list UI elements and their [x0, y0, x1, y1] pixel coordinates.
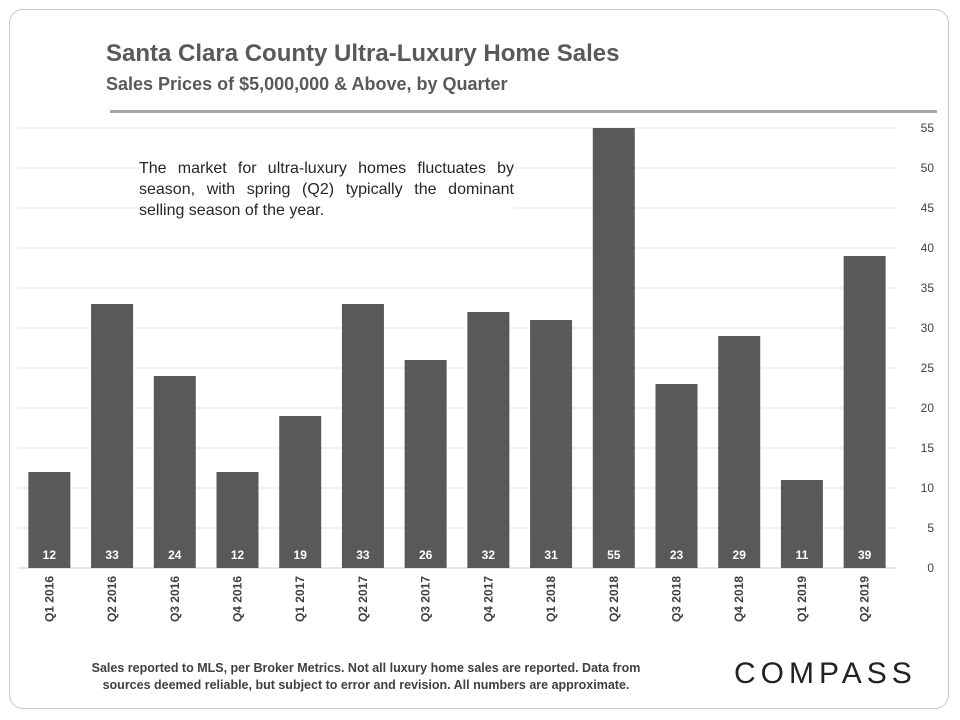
bar	[153, 376, 196, 568]
title-divider	[110, 110, 937, 113]
footnote-line-2: sources deemed reliable, but subject to …	[102, 678, 630, 692]
bar	[91, 304, 134, 568]
x-tick-label: Q2 2017	[356, 576, 370, 622]
y-tick-label: 25	[921, 361, 935, 375]
x-tick-label: Q4 2018	[732, 576, 746, 622]
bar-value-label: 23	[670, 548, 684, 562]
chart-subtitle: Sales Prices of $5,000,000 & Above, by Q…	[106, 74, 508, 94]
bar-value-label: 26	[419, 548, 433, 562]
bar	[530, 320, 573, 568]
x-tick-label: Q3 2016	[168, 576, 182, 622]
bar-value-label: 12	[231, 548, 245, 562]
bar	[404, 360, 447, 568]
footnote-line-1: Sales reported to MLS, per Broker Metric…	[91, 661, 641, 675]
x-tick-label: Q1 2018	[544, 576, 558, 622]
bar	[780, 480, 823, 568]
x-tick-label: Q1 2019	[795, 576, 809, 622]
y-tick-label: 35	[921, 281, 935, 295]
bar-value-label: 31	[544, 548, 558, 562]
bar-value-label: 33	[356, 548, 370, 562]
x-tick-label: Q1 2017	[293, 576, 307, 622]
bar	[341, 304, 384, 568]
compass-logo: COMPASS	[734, 657, 917, 690]
y-tick-label: 50	[921, 161, 935, 175]
source-footnote: Sales reported to MLS, per Broker Metric…	[66, 660, 666, 694]
bar	[655, 384, 698, 568]
bar	[28, 472, 71, 568]
bar-value-label: 33	[105, 548, 119, 562]
bar	[467, 312, 510, 568]
bar-value-label: 19	[294, 548, 308, 562]
x-tick-label: Q4 2017	[481, 576, 495, 622]
bar-value-label: 55	[607, 548, 621, 562]
chart-title: Santa Clara County Ultra-Luxury Home Sal…	[106, 40, 620, 67]
x-tick-label: Q2 2019	[858, 576, 872, 622]
bar-value-label: 39	[858, 548, 872, 562]
y-tick-label: 5	[927, 521, 934, 535]
y-tick-label: 30	[921, 321, 935, 335]
bar	[216, 472, 259, 568]
x-tick-label: Q3 2018	[670, 576, 684, 622]
y-tick-label: 45	[921, 201, 935, 215]
bar	[279, 416, 322, 568]
bar-value-label: 32	[482, 548, 496, 562]
bar	[718, 336, 761, 568]
x-tick-label: Q3 2017	[419, 576, 433, 622]
y-tick-label: 20	[921, 401, 935, 415]
bar-value-label: 29	[733, 548, 747, 562]
y-tick-label: 40	[921, 241, 935, 255]
chart-annotation: The market for ultra-luxury homes fluctu…	[139, 158, 514, 221]
y-tick-label: 15	[921, 441, 935, 455]
bar-value-label: 11	[796, 548, 809, 562]
x-tick-label: Q4 2016	[231, 576, 245, 622]
x-tick-label: Q1 2016	[42, 576, 56, 622]
x-tick-label: Q2 2018	[607, 576, 621, 622]
bar	[592, 128, 635, 568]
y-tick-label: 10	[921, 481, 935, 495]
y-tick-label: 0	[927, 561, 934, 575]
bar-value-label: 12	[43, 548, 57, 562]
x-tick-label: Q2 2016	[105, 576, 119, 622]
bar	[843, 256, 886, 568]
bar-value-label: 24	[168, 548, 182, 562]
y-tick-label: 55	[921, 121, 935, 135]
